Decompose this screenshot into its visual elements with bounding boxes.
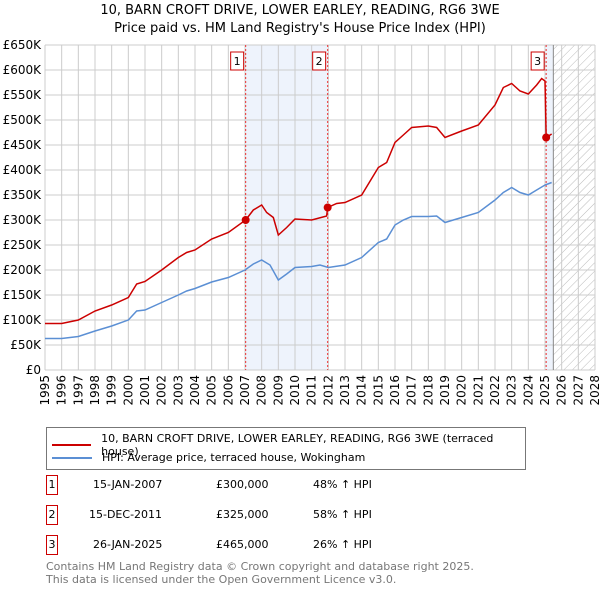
sale-row: 2 15-DEC-2011 £325,000 58% ↑ HPI [46,505,446,525]
legend-label: HPI: Average price, terraced house, Woki… [102,451,366,464]
footer-copyright: Contains HM Land Registry data © Crown c… [46,560,474,573]
sale-marker-badge: 2 [46,505,58,525]
sale-marker-label: 1 [234,55,241,68]
x-tick-label: 2006 [221,375,235,406]
x-tick-label: 2012 [321,375,335,406]
x-tick-label: 2008 [255,375,269,406]
x-tick-label: 2023 [505,375,519,406]
y-tick-label: £300K [3,213,43,227]
chart-subtitle: Price paid vs. HM Land Registry's House … [114,21,486,36]
x-tick-label: 2013 [338,375,352,406]
x-tick-label: 1998 [88,375,102,406]
x-tick-label: 2002 [155,375,169,406]
x-tick-label: 2014 [355,375,369,406]
x-tick-label: 1996 [55,375,69,406]
y-tick-label: £50K [10,338,42,352]
sale-point [542,133,551,142]
x-tick-label: 2000 [121,375,135,406]
sale-price: £300,000 [216,478,269,491]
sale-point [241,216,250,224]
y-tick-label: £600K [3,63,43,77]
x-tick-label: 2001 [138,375,152,406]
x-tick-label: 2020 [455,375,469,406]
sale-point [323,203,332,212]
blue-line-swatch [52,456,92,459]
y-tick-label: £400K [3,163,43,177]
x-tick-label: 2010 [288,375,302,406]
y-tick-label: £500K [3,113,43,127]
sale-marker-box [312,51,327,71]
x-tick-label: 2019 [438,375,452,406]
legend: 10, BARN CROFT DRIVE, LOWER EARLEY, READ… [46,427,526,470]
sale-date: 26-JAN-2025 [93,538,163,551]
highlight-region [245,45,328,370]
price-chart: £0 £50K £100K £150K £200K £250K £300K £350K £400… [3,38,600,406]
y-tick-label: £250K [3,238,43,252]
property-price-line [45,77,553,325]
sale-date: 15-DEC-2011 [89,508,163,521]
legend-item-property: 10, BARN CROFT DRIVE, LOWER EARLEY, READ… [52,432,525,458]
y-tick-label: £150K [3,288,43,302]
red-line-swatch [52,444,92,446]
y-tick-label: £350K [3,188,43,202]
x-tick-label: 2017 [405,375,419,406]
x-tick-label: 2007 [238,375,252,406]
x-tick-label: 2024 [521,375,535,406]
sale-row: 3 26-JAN-2025 £465,000 26% ↑ HPI [46,535,446,555]
chart-title: 10, BARN CROFT DRIVE, LOWER EARLEY, READ… [100,3,500,18]
sale-row: 1 15-JAN-2007 £300,000 48% ↑ HPI [46,475,446,495]
forecast-hatch [553,45,595,370]
y-tick-label: £0 [26,363,41,377]
sale-marker-badge: 1 [46,475,58,495]
legend-item-hpi: HPI: Average price, terraced house, Woki… [52,451,365,464]
highlight-region [546,45,554,370]
y-tick-label: £100K [3,313,43,327]
sale-hpi-diff: 48% ↑ HPI [313,478,372,491]
x-tick-label: 2025 [538,375,552,406]
x-tick-label: 2018 [421,375,435,406]
sale-price: £325,000 [216,508,269,521]
hpi-line [45,181,552,340]
sale-marker-box [230,51,245,71]
y-tick-label: £650K [3,38,43,52]
legend-label: 10, BARN CROFT DRIVE, LOWER EARLEY, READ… [101,432,494,458]
sale-price: £465,000 [216,538,269,551]
y-tick-label: £450K [3,138,43,152]
x-tick-label: 2028 [588,375,600,406]
x-tick-label: 2026 [555,375,569,406]
sale-hpi-diff: 58% ↑ HPI [313,508,372,521]
x-tick-label: 2004 [188,375,202,406]
x-tick-label: 1999 [105,375,119,406]
x-tick-label: 2011 [305,375,319,406]
x-tick-label: 2027 [571,375,585,406]
sale-marker-label: 2 [316,55,323,68]
x-tick-label: 2003 [171,375,185,406]
x-tick-label: 2016 [388,375,402,406]
x-tick-label: 1997 [71,375,85,406]
x-tick-label: 1995 [38,375,52,406]
x-tick-label: 2022 [488,375,502,406]
sale-date: 15-JAN-2007 [93,478,163,491]
sale-marker-label: 3 [534,55,541,68]
sale-marker-badge: 3 [46,535,58,555]
sale-hpi-diff: 26% ↑ HPI [313,538,372,551]
x-tick-label: 2009 [271,375,285,406]
footer-licence: This data is licensed under the Open Gov… [46,573,397,586]
y-tick-label: £200K [3,263,43,277]
sale-marker-box [530,51,545,71]
x-tick-label: 2005 [205,375,219,406]
x-tick-label: 2021 [471,375,485,406]
y-tick-label: £550K [3,88,43,102]
x-tick-label: 2015 [371,375,385,406]
